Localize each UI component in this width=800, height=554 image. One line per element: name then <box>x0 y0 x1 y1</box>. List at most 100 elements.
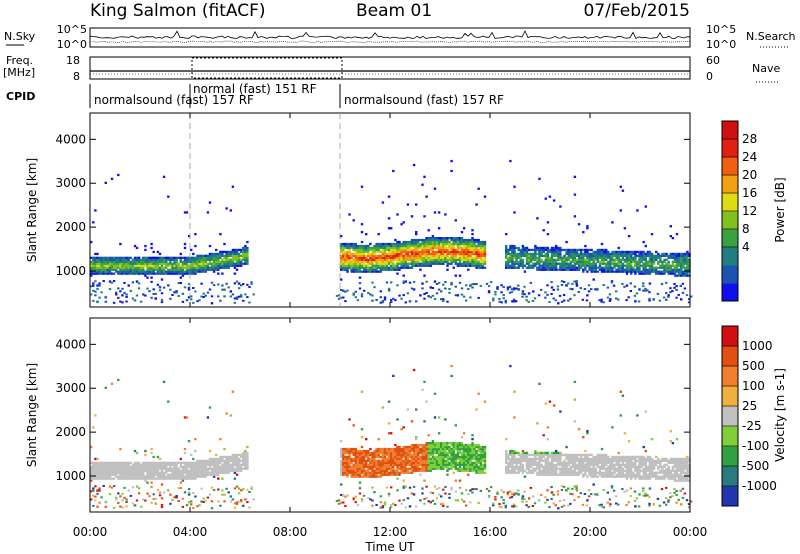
velocity-cell <box>437 461 441 464</box>
velocity-cell <box>185 473 189 476</box>
velocity-cell <box>121 465 124 468</box>
power-cell <box>423 252 426 256</box>
velocity-cell <box>242 455 245 459</box>
power-cell <box>358 248 362 252</box>
power-cell <box>467 242 470 246</box>
power-cell <box>371 299 374 302</box>
velocity-cell <box>156 461 160 464</box>
velocity-cell <box>513 390 516 393</box>
power-cell <box>638 256 641 259</box>
velocity-cell <box>148 463 151 466</box>
power-cell <box>644 262 647 265</box>
velocity-cell <box>435 445 439 449</box>
velocity-cell <box>152 463 155 466</box>
power-cell <box>371 266 374 269</box>
velocity-cell <box>462 449 466 453</box>
velocity-cell <box>94 465 97 468</box>
velocity-cell <box>465 459 468 462</box>
power-cell <box>675 233 679 236</box>
velocity-cell <box>340 469 343 472</box>
power-cell <box>100 270 103 273</box>
power-cell <box>532 266 535 269</box>
velocity-cell <box>160 463 164 466</box>
power-cell <box>507 266 510 269</box>
power-cell <box>563 264 566 267</box>
power-cell <box>450 260 453 263</box>
power-cell <box>92 282 95 285</box>
power-cell <box>617 250 620 254</box>
power-cell <box>119 258 122 261</box>
velocity-cell <box>204 463 207 466</box>
power-cell <box>427 252 430 256</box>
velocity-cell <box>448 451 451 455</box>
velocity-cell <box>206 416 210 419</box>
power-cell <box>367 262 370 265</box>
power-cell <box>467 248 470 252</box>
power-cell <box>223 266 226 269</box>
power-cell <box>94 290 97 293</box>
power-cell <box>644 266 647 269</box>
power-cell <box>215 256 218 259</box>
velocity-cell <box>505 469 508 472</box>
velocity-cell <box>527 461 531 464</box>
velocity-cell <box>225 467 228 470</box>
power-cell <box>565 256 568 259</box>
power-cell <box>440 240 443 244</box>
velocity-cell <box>423 451 426 455</box>
power-cell <box>630 260 633 263</box>
velocity-cell <box>208 459 212 462</box>
power-cell <box>202 270 205 273</box>
power-cell <box>592 250 595 254</box>
power-cell <box>540 288 543 291</box>
velocity-cell <box>511 463 514 466</box>
power-cell <box>410 238 414 242</box>
power-cell <box>588 260 591 263</box>
velocity-cell <box>183 475 187 478</box>
velocity-cell <box>483 445 487 449</box>
power-cell <box>433 256 437 259</box>
power-cell <box>542 254 545 257</box>
velocity-cell <box>208 473 212 476</box>
power-cell <box>511 260 514 263</box>
power-cell <box>475 266 478 269</box>
velocity-cell <box>392 459 395 462</box>
velocity-cell <box>458 465 462 468</box>
power-cell <box>525 250 529 254</box>
power-cell <box>373 270 376 273</box>
power-cell <box>473 240 476 244</box>
power-cell <box>431 244 435 248</box>
power-cell <box>425 262 428 265</box>
velocity-cell <box>340 473 343 476</box>
power-cell <box>383 262 387 265</box>
power-cell <box>250 281 253 284</box>
velocity-cell <box>356 449 360 453</box>
velocity-cell <box>505 471 508 474</box>
power-cell <box>419 264 422 267</box>
power-cell <box>569 264 572 267</box>
power-cell <box>206 256 210 259</box>
power-cell <box>577 291 580 293</box>
power-cell <box>437 260 441 263</box>
power-cell <box>425 238 428 242</box>
power-cell <box>190 268 193 271</box>
power-cell <box>467 260 470 263</box>
power-cell <box>379 250 382 254</box>
power-cell <box>381 301 385 304</box>
velocity-cell <box>119 469 122 472</box>
power-cell <box>125 300 128 303</box>
power-cell <box>202 268 205 271</box>
power-cell <box>479 250 482 254</box>
power-cell <box>365 258 368 261</box>
power-cell <box>586 248 589 252</box>
power-cell <box>469 238 472 242</box>
velocity-cell <box>369 457 372 461</box>
power-cell <box>452 244 455 248</box>
power-cell <box>365 246 368 250</box>
power-cell <box>569 256 572 259</box>
power-cell <box>119 262 122 265</box>
velocity-cell <box>173 463 176 466</box>
power-cell <box>348 266 351 269</box>
power-cell <box>162 256 166 259</box>
power-cell <box>577 260 581 263</box>
power-cell <box>381 260 385 263</box>
